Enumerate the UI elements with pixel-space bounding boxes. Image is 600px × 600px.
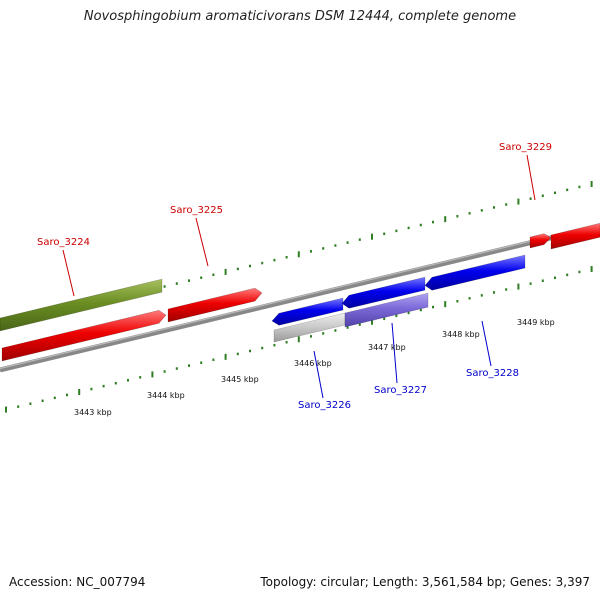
labels: 3443 kbp 3444 kbp 3445 kbp 3446 kbp 3447 kbp…	[37, 142, 555, 417]
gene-saro-3229-start[interactable]	[529, 233, 552, 249]
gene-purple-bar[interactable]	[344, 292, 429, 328]
leader-line-0	[62, 249, 75, 297]
gene-label-saro-3224[interactable]: Saro_3224	[37, 237, 90, 248]
gene-saro-3229[interactable]	[550, 222, 600, 250]
genes[interactable]	[0, 222, 600, 362]
gene-label-saro-3225[interactable]: Saro_3225	[170, 205, 223, 216]
kbp-label-6: 3449 kbp	[517, 318, 555, 327]
gene-label-saro-3228[interactable]: Saro_3228	[466, 368, 519, 379]
gene-saro-3224[interactable]	[1, 309, 167, 362]
leader-line-3	[313, 350, 324, 399]
accession-text: Accession: NC_007794	[9, 575, 146, 589]
gene-label-saro-3226[interactable]: Saro_3226	[298, 400, 351, 411]
gene-saro-3228[interactable]	[424, 254, 526, 291]
kbp-label-4: 3447 kbp	[368, 343, 406, 352]
genome-title: Novosphingobium aromaticivorans DSM 1244…	[83, 9, 517, 24]
leader-line-4	[391, 322, 398, 384]
topology-text: Topology: circular; Length: 3,561,584 bp…	[260, 575, 590, 589]
kbp-label-0: 3443 kbp	[74, 408, 112, 417]
label-leaders	[62, 154, 536, 399]
leader-line-2	[526, 154, 536, 201]
gene-olive-bar[interactable]	[0, 278, 163, 332]
kbp-label-1: 3444 kbp	[147, 391, 185, 400]
kbp-label-3: 3446 kbp	[294, 359, 332, 368]
genome-backbone	[0, 223, 600, 373]
gene-saro-3227[interactable]	[341, 276, 426, 309]
backbone-highlight	[0, 223, 600, 370]
backbone-line	[0, 223, 600, 373]
kbp-label-2: 3445 kbp	[221, 375, 259, 384]
gene-label-saro-3229[interactable]: Saro_3229	[499, 142, 552, 153]
leader-line-5	[481, 320, 492, 367]
kbp-label-5: 3448 kbp	[442, 330, 480, 339]
gene-saro-3225[interactable]	[167, 287, 263, 323]
gene-label-saro-3227[interactable]: Saro_3227	[374, 385, 427, 396]
leader-line-1	[195, 217, 209, 267]
